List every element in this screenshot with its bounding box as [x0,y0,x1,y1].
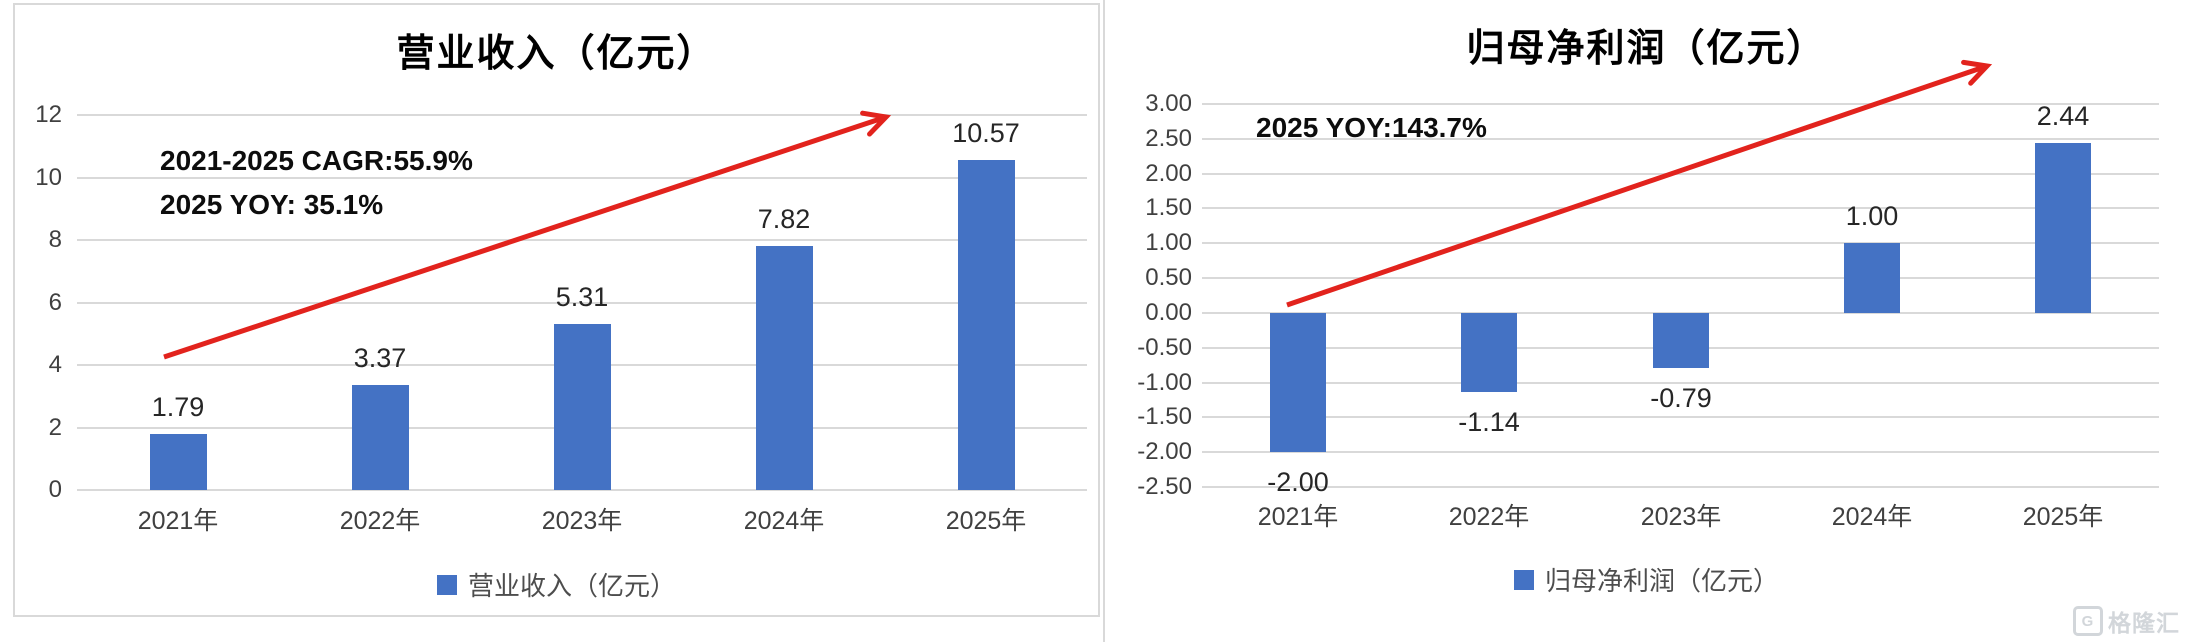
x-tick-label: 2023年 [1640,503,1722,531]
legend-swatch [436,574,457,595]
legend-label: 营业收入（亿元） [467,571,676,601]
gridline [1202,451,2159,453]
y-tick-label: 2.50 [1145,125,1192,152]
bar-value-label: 10.57 [952,118,1020,148]
gridline [77,114,1087,116]
x-tick-label: 2022年 [1448,503,1530,531]
gelonghui-logo-icon: G [2073,606,2103,636]
y-tick-label: 8 [48,226,62,253]
revenue-chart-title: 营业收入（亿元） [396,33,717,75]
y-tick-label: 1.00 [1145,229,1192,256]
y-tick-label: 0.00 [1145,299,1192,326]
bar [958,160,1015,490]
y-tick-label: -1.50 [1137,403,1192,430]
gridline [1202,207,2159,209]
revenue-legend: 营业收入（亿元） [15,566,1098,603]
legend-label: 归母净利润（亿元） [1544,566,1779,596]
bar [1461,313,1517,392]
x-tick-label: 2024年 [743,507,825,535]
bar [352,385,409,490]
y-tick-label: 10 [35,164,62,191]
bar [150,434,207,490]
gridline [1202,416,2159,418]
gridline [77,489,1087,491]
y-tick-label: 0.50 [1145,264,1192,291]
y-tick-label: -1.00 [1137,369,1192,396]
bar-value-label: -1.14 [1458,407,1520,437]
y-tick-label: 1.50 [1145,194,1192,221]
y-tick-label: 2 [48,414,62,441]
bar-value-label: -2.00 [1267,467,1329,497]
y-tick-label: 12 [35,101,62,128]
gridline [77,177,1087,179]
bar-value-label: 1.79 [151,392,205,422]
gridline [1202,277,2159,279]
y-tick-label: 4 [48,351,62,378]
revenue-chart-panel: 营业收入（亿元） 2021-2025 CAGR:55.9% 2025 YOY: … [13,3,1100,617]
bar [554,324,611,490]
net-profit-chart-panel: 归母净利润（亿元） 2025 YOY:143.7% 3.00 2.50 2.00 1.… [1103,0,2188,642]
bar [1653,313,1709,368]
bar [2035,143,2091,313]
x-tick-label: 2021年 [1257,503,1339,531]
bar-value-label: 1.00 [1845,201,1899,231]
bar [1270,313,1326,452]
y-tick-label: 6 [48,289,62,316]
legend-swatch [1513,569,1534,590]
y-tick-label: -2.00 [1137,438,1192,465]
bar-value-label: -0.79 [1650,383,1712,413]
x-tick-label: 2022年 [339,507,421,535]
gridline [1202,486,2159,488]
gridline [1202,242,2159,244]
bar-value-label: 5.31 [555,282,609,312]
gridline [77,239,1087,241]
x-tick-label: 2023年 [541,507,623,535]
bar-value-label: 3.37 [353,343,407,373]
watermark-gelonghui: G 格隆汇 [2073,604,2180,638]
x-tick-label: 2021年 [137,507,219,535]
gridline [1202,382,2159,384]
bar [756,246,813,490]
y-tick-label: 3.00 [1145,90,1192,117]
y-tick-label: 0 [48,476,62,503]
y-tick-label: -2.50 [1137,473,1192,500]
net-profit-plot-area: 3.00 2.50 2.00 1.50 1.00 0.50 0.00 -0.50 -1.00 -1… [1105,0,2188,642]
watermark-text: 格隆汇 [2108,610,2180,636]
gridline [1202,173,2159,175]
y-tick-label: -0.50 [1137,334,1192,361]
x-tick-label: 2024年 [1831,503,1913,531]
x-tick-label: 2025年 [945,507,1027,535]
net-profit-chart-title: 归母净利润（亿元） [1466,28,1827,70]
bar-value-label: 7.82 [757,204,811,234]
x-tick-label: 2025年 [2022,503,2104,531]
bar [1844,243,1900,313]
bar-value-label: 2.44 [2036,101,2090,131]
gridline [1202,138,2159,140]
net-profit-legend: 归母净利润（亿元） [1105,561,2188,598]
revenue-plot-area: 12 10 8 6 4 2 0 1.79 2021年 3.37 2022年 5.31 2023年 7.82… [15,5,1098,615]
y-tick-label: 2.00 [1145,160,1192,187]
